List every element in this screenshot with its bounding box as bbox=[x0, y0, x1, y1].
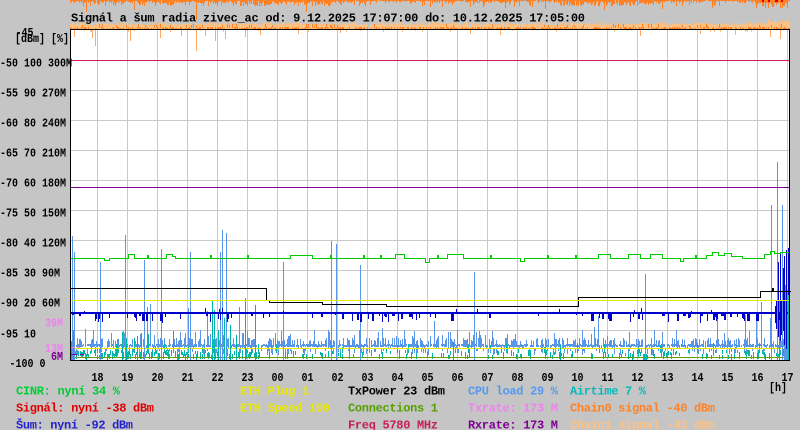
svg-text:15: 15 bbox=[721, 372, 733, 385]
svg-text:10: 10 bbox=[571, 372, 583, 385]
svg-text:09: 09 bbox=[541, 372, 553, 385]
svg-text:-65 70 210M: -65 70 210M bbox=[0, 148, 66, 161]
svg-text:39M: 39M bbox=[45, 318, 63, 331]
svg-text:23: 23 bbox=[241, 372, 253, 385]
svg-text:05: 05 bbox=[421, 372, 433, 385]
svg-text:07: 07 bbox=[481, 372, 493, 385]
svg-text:Freq 5780 MHz: Freq 5780 MHz bbox=[348, 419, 438, 430]
svg-text:[h]: [h] bbox=[769, 382, 787, 395]
svg-text:-55 90 270M: -55 90 270M bbox=[0, 88, 66, 101]
svg-text:ETH Plug 1: ETH Plug 1 bbox=[240, 385, 309, 399]
svg-text:-75 50 150M: -75 50 150M bbox=[0, 208, 66, 221]
svg-text:6M: 6M bbox=[51, 352, 63, 365]
svg-text:12: 12 bbox=[631, 372, 643, 385]
svg-text:16: 16 bbox=[751, 372, 763, 385]
svg-text:18: 18 bbox=[91, 372, 103, 385]
svg-text:[dBm] [%]: [dBm] [%] bbox=[15, 34, 69, 47]
svg-text:ETH Speed 100: ETH Speed 100 bbox=[240, 402, 330, 416]
svg-text:Signál a šum radia zivec_ac od: Signál a šum radia zivec_ac od: 9.12.202… bbox=[71, 12, 585, 26]
svg-text:-90 20 60M: -90 20 60M bbox=[0, 298, 60, 311]
svg-text:14: 14 bbox=[691, 372, 703, 385]
svg-text:-85 30 90M: -85 30 90M bbox=[0, 268, 60, 281]
svg-text:03: 03 bbox=[361, 372, 373, 385]
svg-text:21: 21 bbox=[181, 372, 193, 385]
svg-text:04: 04 bbox=[391, 372, 403, 385]
svg-text:08: 08 bbox=[511, 372, 523, 385]
svg-text:13: 13 bbox=[661, 372, 673, 385]
svg-text:Chain1 signal -43 dBm: Chain1 signal -43 dBm bbox=[570, 419, 715, 430]
svg-text:CPU load 29 %: CPU load 29 % bbox=[468, 385, 559, 399]
svg-text:-80 40 120M: -80 40 120M bbox=[0, 238, 66, 251]
svg-text:-60 80 240M: -60 80 240M bbox=[0, 118, 66, 131]
svg-text:Šum: nyní -92 dBm: Šum: nyní -92 dBm bbox=[16, 418, 133, 430]
svg-text:Connections 1: Connections 1 bbox=[348, 402, 438, 416]
svg-text:CINR: nyní 34 %: CINR: nyní 34 % bbox=[16, 385, 121, 399]
svg-text:11: 11 bbox=[601, 372, 613, 385]
svg-text:06: 06 bbox=[451, 372, 463, 385]
svg-text:-70 60 180M: -70 60 180M bbox=[0, 178, 66, 191]
svg-text:17: 17 bbox=[781, 372, 793, 385]
svg-text:Airtime 7 %: Airtime 7 % bbox=[570, 385, 647, 399]
svg-text:Rxrate: 173 M: Rxrate: 173 M bbox=[468, 419, 558, 430]
svg-text:20: 20 bbox=[151, 372, 163, 385]
svg-text:-100 0: -100 0 bbox=[10, 359, 46, 372]
svg-text:Signál: nyní -38 dBm: Signál: nyní -38 dBm bbox=[16, 402, 154, 416]
svg-text:13M: 13M bbox=[45, 344, 63, 357]
svg-text:00: 00 bbox=[271, 372, 283, 385]
svg-text:-95 10: -95 10 bbox=[0, 329, 36, 342]
svg-text:TxPower 23 dBm: TxPower 23 dBm bbox=[348, 385, 445, 399]
svg-text:19: 19 bbox=[121, 372, 133, 385]
svg-text:-50 100 300M: -50 100 300M bbox=[0, 58, 72, 71]
svg-text:Txrate: 173 M: Txrate: 173 M bbox=[468, 402, 558, 416]
svg-text:22: 22 bbox=[211, 372, 223, 385]
svg-text:01: 01 bbox=[301, 372, 313, 385]
svg-text:-45: -45 bbox=[16, 28, 34, 41]
svg-text:Chain0 signal -40 dBm: Chain0 signal -40 dBm bbox=[570, 402, 715, 416]
svg-text:02: 02 bbox=[331, 372, 343, 385]
